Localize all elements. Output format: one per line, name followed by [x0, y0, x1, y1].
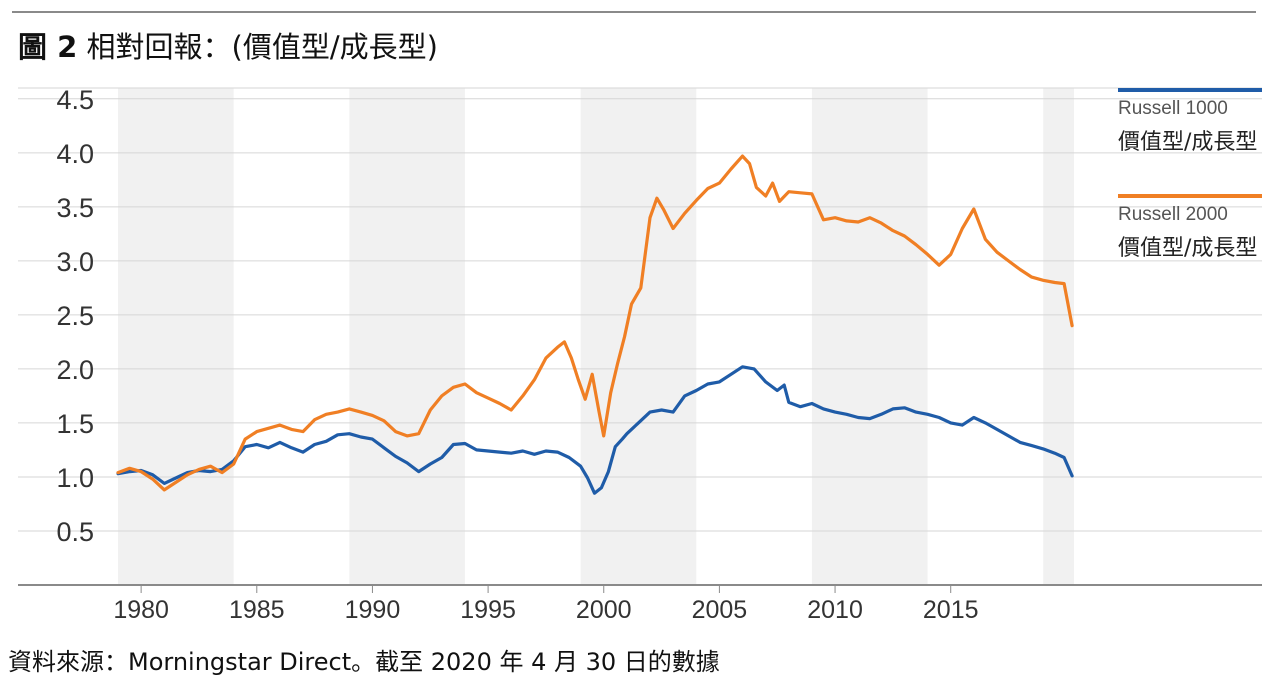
series-line-russell-2000 — [116, 154, 1074, 492]
chart-title-text: 相對回報：(價值型/成長型) — [77, 30, 438, 64]
y-tick-label: 1.5 — [56, 409, 94, 439]
y-tick-label: 3.5 — [56, 193, 94, 223]
x-tick-label: 1995 — [460, 596, 516, 624]
y-tick-label: 3.0 — [56, 247, 94, 277]
shaded-period-3 — [811, 88, 928, 585]
x-tick-label: 2015 — [923, 596, 979, 624]
shaded-period-0 — [118, 88, 234, 585]
chart-title: 圖 2 相對回報：(價值型/成長型) — [18, 24, 438, 66]
y-tick-label: 2.0 — [56, 355, 94, 385]
shaded-period-4 — [1043, 88, 1074, 585]
y-tick-label: 4.5 — [56, 85, 94, 115]
legend-swatch-russell-1000 — [1118, 88, 1262, 92]
source-note: 資料來源：Morningstar Direct。截至 2020 年 4 月 30… — [8, 648, 720, 676]
x-tick-label: 1990 — [345, 596, 401, 624]
legend-sublabel-russell-1000: 價值型/成長型 — [1118, 130, 1258, 155]
shaded-period-1 — [349, 88, 465, 585]
legend-item-russell-2000: Russell 2000 價值型/成長型 — [1118, 194, 1284, 262]
x-tick-label: 2005 — [692, 596, 748, 624]
legend-label-russell-2000: Russell 2000 — [1118, 204, 1228, 225]
legend-label-russell-1000: Russell 1000 — [1118, 98, 1228, 119]
legend-sublabel-russell-2000: 價值型/成長型 — [1118, 236, 1258, 261]
x-tick-label: 1985 — [229, 596, 285, 624]
series-line-russell-1000 — [116, 365, 1074, 495]
y-tick-label: 2.5 — [56, 301, 94, 331]
top-rule — [12, 11, 1256, 13]
legend-swatch-russell-2000 — [1118, 194, 1262, 198]
x-tick-label: 2010 — [807, 596, 863, 624]
y-tick-label: 0.5 — [56, 517, 94, 547]
shaded-period-2 — [580, 88, 697, 585]
y-tick-label: 4.0 — [56, 139, 94, 169]
x-tick-label: 2000 — [576, 596, 632, 624]
legend-item-russell-1000: Russell 1000 價值型/成長型 — [1118, 88, 1284, 156]
chart-title-number: 圖 2 — [18, 30, 78, 64]
x-tick-label: 1980 — [113, 596, 169, 624]
y-tick-label: 1.0 — [56, 463, 94, 493]
